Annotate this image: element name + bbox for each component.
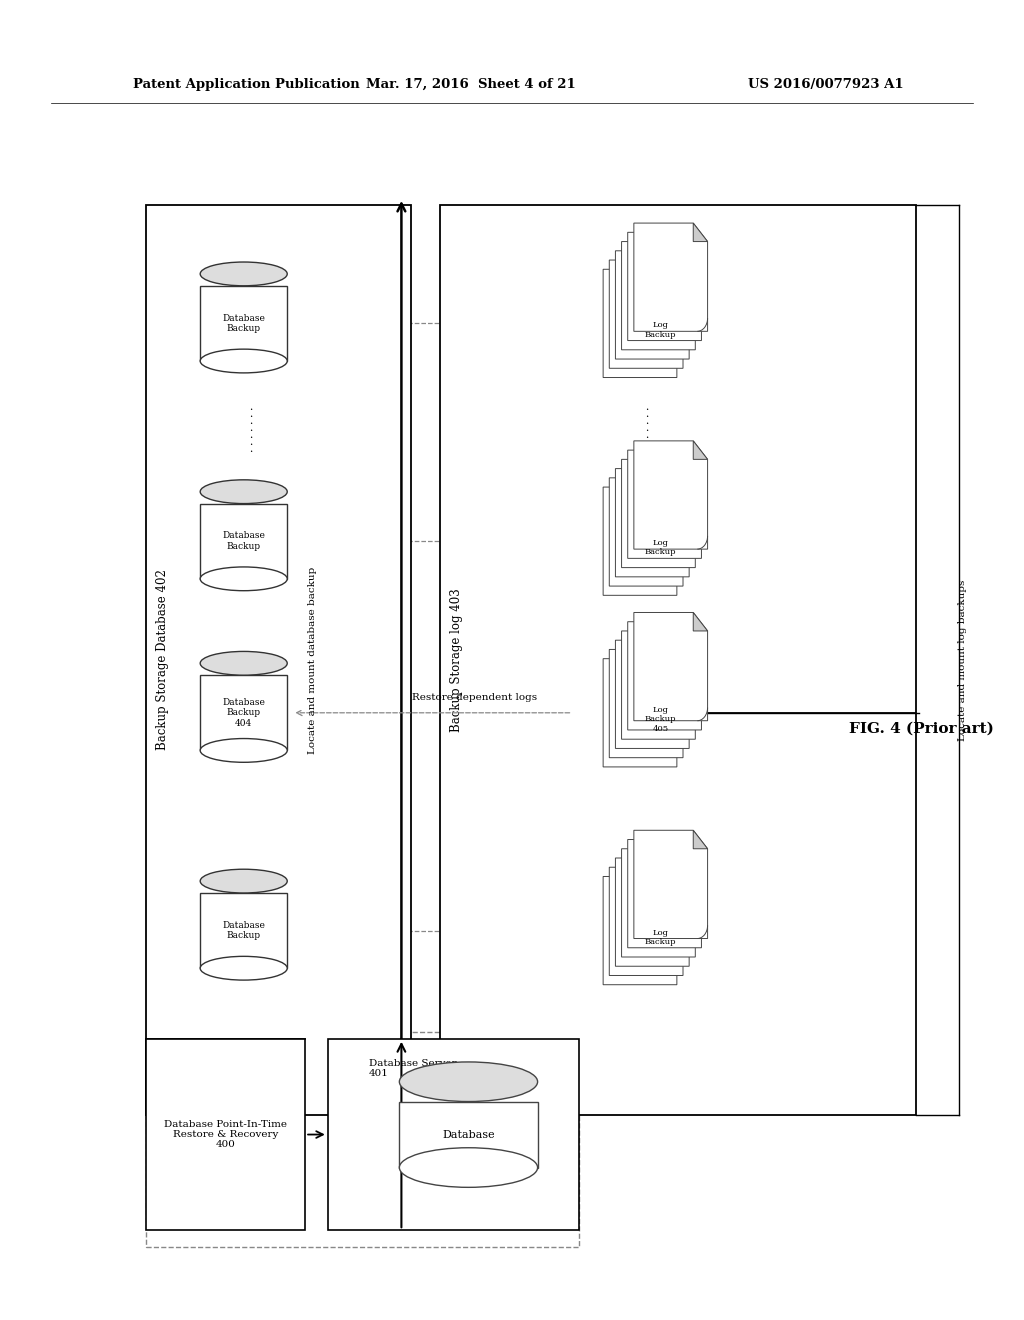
Polygon shape [622,459,695,568]
Polygon shape [663,487,677,506]
Ellipse shape [200,651,287,675]
Polygon shape [609,478,683,586]
Polygon shape [693,223,708,242]
Polygon shape [603,487,677,595]
Polygon shape [603,269,677,378]
Polygon shape [663,659,677,677]
Ellipse shape [200,480,287,504]
Polygon shape [669,260,683,279]
Polygon shape [628,232,701,341]
Polygon shape [634,441,708,549]
Text: Database
Backup
404: Database Backup 404 [222,698,265,727]
Polygon shape [609,867,683,975]
Polygon shape [687,840,701,858]
Polygon shape [609,649,683,758]
Text: Locate and mount database backup: Locate and mount database backup [308,566,316,754]
Polygon shape [681,459,695,478]
Text: FIG. 4 (Prior art): FIG. 4 (Prior art) [849,722,994,735]
Polygon shape [693,830,708,849]
Polygon shape [681,849,695,867]
Polygon shape [675,469,689,487]
Polygon shape [615,858,689,966]
Polygon shape [628,450,701,558]
Polygon shape [687,232,701,251]
Polygon shape [675,251,689,269]
Bar [146,1032,579,1247]
Text: · · · · · · ·: · · · · · · · [249,407,259,451]
Text: Log
Backup: Log Backup [645,321,676,339]
Text: Log
Backup: Log Backup [645,928,676,946]
Polygon shape [681,631,695,649]
Polygon shape [634,612,708,721]
Polygon shape [622,242,695,350]
Text: Log
Backup
405: Log Backup 405 [645,706,676,733]
Text: Database: Database [442,1130,495,1139]
Bar [440,205,916,1115]
Polygon shape [615,469,689,577]
Polygon shape [615,251,689,359]
Text: Backup Storage Database 402: Backup Storage Database 402 [157,569,169,751]
Bar [200,892,287,969]
Polygon shape [675,858,689,876]
Bar [399,1101,538,1167]
Text: US 2016/0077923 A1: US 2016/0077923 A1 [748,78,903,91]
Text: Database
Backup: Database Backup [222,314,265,333]
Ellipse shape [200,870,287,892]
Ellipse shape [200,568,287,591]
Ellipse shape [200,956,287,979]
Polygon shape [687,450,701,469]
Polygon shape [675,640,689,659]
Polygon shape [622,631,695,739]
Ellipse shape [200,261,287,286]
Ellipse shape [200,348,287,372]
Polygon shape [669,867,683,886]
Polygon shape [634,830,708,939]
Ellipse shape [399,1061,538,1101]
Bar [200,286,287,360]
Text: Locate and mount log backups: Locate and mount log backups [958,579,967,741]
Text: Database Point-In-Time
Restore & Recovery
400: Database Point-In-Time Restore & Recover… [164,1119,288,1150]
Polygon shape [693,612,708,631]
Polygon shape [693,441,708,459]
Text: · · · · · · ·: · · · · · · · [645,407,655,451]
Polygon shape [603,659,677,767]
Text: Mar. 17, 2016  Sheet 4 of 21: Mar. 17, 2016 Sheet 4 of 21 [367,78,575,91]
Text: Database
Backup: Database Backup [222,921,265,940]
Polygon shape [622,849,695,957]
Polygon shape [628,622,701,730]
Bar [328,1039,579,1230]
Ellipse shape [200,739,287,762]
Polygon shape [687,622,701,640]
Polygon shape [669,649,683,668]
Text: Log
Backup: Log Backup [645,539,676,557]
Text: Restore dependent logs: Restore dependent logs [412,693,537,702]
Polygon shape [669,478,683,496]
Polygon shape [663,876,677,895]
Polygon shape [609,260,683,368]
Polygon shape [634,223,708,331]
Polygon shape [603,876,677,985]
Bar [146,1039,305,1230]
Polygon shape [628,840,701,948]
Ellipse shape [399,1147,538,1188]
Polygon shape [615,640,689,748]
Text: Patent Application Publication: Patent Application Publication [133,78,359,91]
Bar [200,675,287,750]
Text: Database Server
401: Database Server 401 [369,1059,457,1078]
Text: Database
Backup: Database Backup [222,532,265,550]
Polygon shape [681,242,695,260]
Bar [146,205,411,1115]
Text: Backup Storage log 403: Backup Storage log 403 [451,589,463,731]
Bar [200,503,287,578]
Polygon shape [663,269,677,288]
